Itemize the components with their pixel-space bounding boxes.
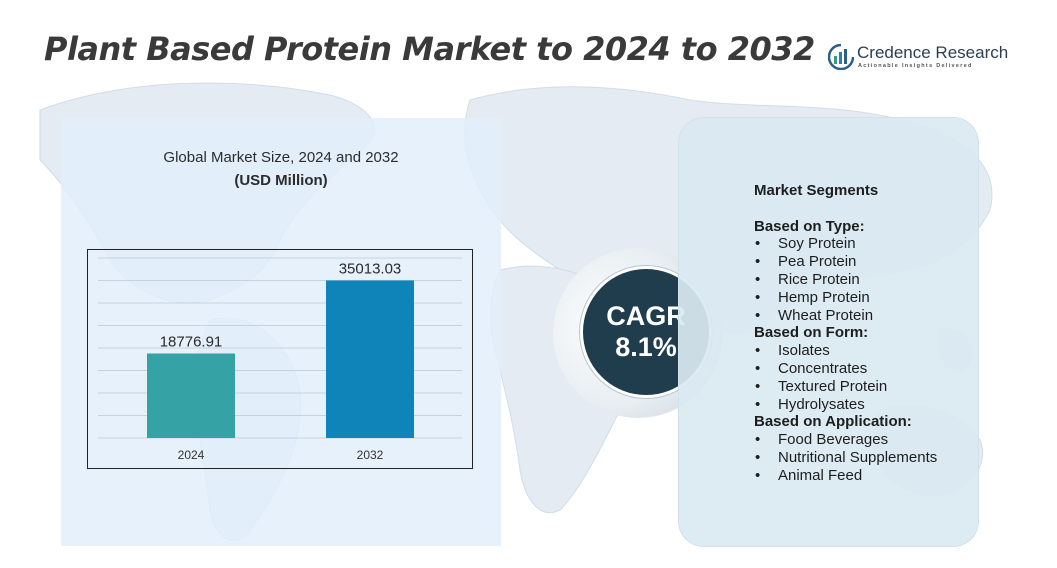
x-tick-label: 2032 <box>357 448 384 462</box>
credence-research-logo: Credence Research Actionable Insights De… <box>828 42 1008 74</box>
bullet-icon: • <box>755 466 761 484</box>
logo-name: Credence Research <box>857 43 1009 62</box>
chart-title: Global Market Size, 2024 and 2032 (USD M… <box>61 146 501 192</box>
segment-item: • Nutritional Supplements <box>754 449 974 467</box>
bullet-icon: • <box>755 377 761 395</box>
chart-title-line: Global Market Size, 2024 and 2032 <box>163 149 399 166</box>
segment-group-title: Based on Form: <box>754 324 869 342</box>
segment-item-label: Nutritional Supplements <box>778 448 938 466</box>
bar-2024 <box>147 353 235 438</box>
market-segments-list: Market Segments Based on Type: • Soy Prote… <box>754 182 974 485</box>
logo-mark-icon <box>828 44 854 70</box>
segment-item-label: Food Beverages <box>778 431 889 449</box>
bullet-icon: • <box>755 395 761 413</box>
segment-item: • Soy Protein <box>754 235 974 253</box>
segment-item-label: Rice Protein <box>778 270 860 288</box>
segment-item-label: Isolates <box>778 342 830 360</box>
bullet-icon: • <box>755 359 761 377</box>
segments-title: Market Segments <box>754 182 879 199</box>
logo-tagline: Actionable Insights Delivered <box>858 63 973 69</box>
cagr-label: CAGR <box>606 301 686 331</box>
x-tick-label: 2024 <box>178 448 205 462</box>
segment-item: • Hemp Protein <box>754 289 974 307</box>
page-title: Plant Based Protein Market to 2024 to 20… <box>44 30 815 68</box>
segment-item-label: Animal Feed <box>778 466 863 484</box>
market-size-panel: Global Market Size, 2024 and 2032 (USD M… <box>61 118 501 546</box>
segment-item-label: Pea Protein <box>778 253 857 271</box>
market-segments-panel: Market Segments Based on Type: • Soy Prote… <box>678 117 979 547</box>
bullet-icon: • <box>755 235 761 253</box>
bullet-icon: • <box>755 342 761 360</box>
segment-item: • Pea Protein <box>754 253 974 271</box>
segment-item: • Isolates <box>754 342 974 360</box>
segment-item-label: Hydrolysates <box>778 395 865 413</box>
bullet-icon: • <box>755 288 761 306</box>
segment-item-label: Textured Protein <box>778 377 888 395</box>
bullet-icon: • <box>755 431 761 449</box>
segment-item: • Animal Feed <box>754 467 974 485</box>
segment-group-title: Based on Type: <box>754 217 865 235</box>
segment-item-label: Soy Protein <box>778 235 856 253</box>
bar-2032 <box>326 280 414 438</box>
chart-unit-label: (USD Million) <box>234 172 328 189</box>
segment-item: • Textured Protein <box>754 378 974 396</box>
segment-item: • Rice Protein <box>754 271 974 289</box>
bullet-icon: • <box>755 253 761 271</box>
bar-chart-frame: 18776.91 2024 35013.03 2032 <box>87 249 473 469</box>
segment-item-label: Wheat Protein <box>778 306 874 324</box>
segment-item-label: Concentrates <box>778 359 868 377</box>
bullet-icon: • <box>755 306 761 324</box>
bar-chart: 18776.91 2024 35013.03 2032 <box>98 257 462 462</box>
bullet-icon: • <box>755 270 761 288</box>
cagr-value: 8.1% <box>615 332 677 362</box>
bullet-icon: • <box>755 448 761 466</box>
segment-group-title: Based on Application: <box>754 413 912 431</box>
segment-item-label: Hemp Protein <box>778 288 870 306</box>
data-label: 18776.91 <box>160 334 223 351</box>
data-label: 35013.03 <box>339 260 402 277</box>
segment-item: • Concentrates <box>754 360 974 378</box>
segment-item: • Wheat Protein <box>754 307 974 325</box>
segment-item: • Hydrolysates <box>754 396 974 414</box>
segment-item: • Food Beverages <box>754 431 974 449</box>
